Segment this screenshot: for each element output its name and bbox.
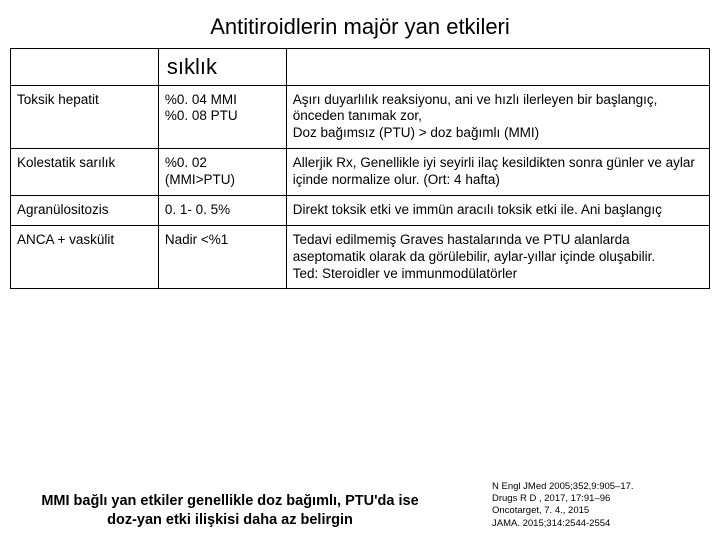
side-effects-table: sıklık Toksik hepatit %0. 04 MMI%0. 08 P… bbox=[10, 48, 710, 289]
row-freq: Nadir <%1 bbox=[158, 225, 286, 289]
row-desc: Direkt toksik etki ve immün aracılı toks… bbox=[286, 195, 709, 225]
row-name: Kolestatik sarılık bbox=[11, 149, 159, 196]
row-freq: 0. 1- 0. 5% bbox=[158, 195, 286, 225]
row-name: Agranülositozis bbox=[11, 195, 159, 225]
row-freq: %0. 02(MMI>PTU) bbox=[158, 149, 286, 196]
footer-references: N Engl JMed 2005;352,9:905–17.Drugs R D … bbox=[492, 481, 702, 530]
page-title: Antitiroidlerin majör yan etkileri bbox=[0, 0, 720, 48]
row-desc: Tedavi edilmemiş Graves hastalarında ve … bbox=[286, 225, 709, 289]
row-desc: Allerjik Rx, Genellikle iyi seyirli ilaç… bbox=[286, 149, 709, 196]
row-freq: %0. 04 MMI%0. 08 PTU bbox=[158, 85, 286, 149]
row-name: ANCA + vaskülit bbox=[11, 225, 159, 289]
row-name: Toksik hepatit bbox=[11, 85, 159, 149]
footer-summary: MMI bağlı yan etkiler genellikle doz bağ… bbox=[40, 492, 420, 530]
header-blank-right bbox=[286, 49, 709, 86]
row-desc: Aşırı duyarlılık reaksiyonu, ani ve hızl… bbox=[286, 85, 709, 149]
header-blank-left bbox=[11, 49, 159, 86]
header-frequency: sıklık bbox=[158, 49, 286, 86]
